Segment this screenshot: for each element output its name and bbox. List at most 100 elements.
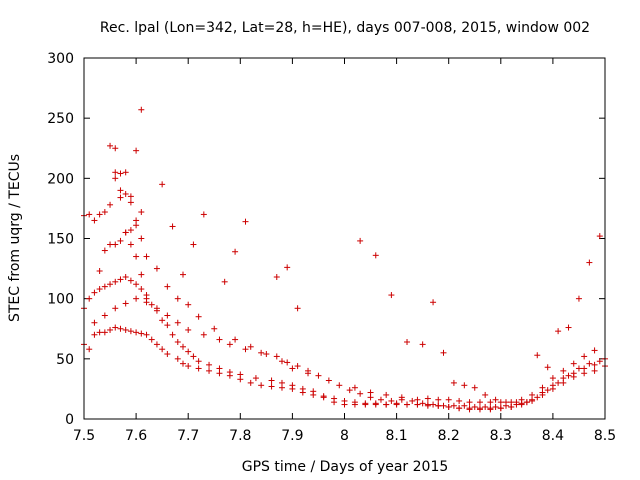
data-point bbox=[581, 353, 588, 360]
data-point bbox=[174, 338, 181, 345]
data-point bbox=[122, 274, 129, 281]
data-point bbox=[471, 403, 478, 410]
data-point bbox=[278, 358, 285, 365]
data-point bbox=[289, 382, 296, 389]
data-point bbox=[518, 396, 525, 403]
data-point bbox=[424, 395, 431, 402]
data-point bbox=[555, 328, 562, 335]
y-tick-label: 0 bbox=[65, 412, 74, 428]
data-point bbox=[435, 396, 442, 403]
data-point bbox=[570, 370, 577, 377]
data-point bbox=[565, 324, 572, 331]
data-point bbox=[185, 363, 192, 370]
data-point bbox=[179, 271, 186, 278]
data-point bbox=[398, 394, 405, 401]
data-point bbox=[586, 259, 593, 266]
data-point bbox=[195, 358, 202, 365]
data-point bbox=[331, 395, 338, 402]
data-point bbox=[143, 295, 150, 302]
data-point bbox=[461, 382, 468, 389]
data-point bbox=[294, 363, 301, 370]
data-point bbox=[466, 405, 473, 412]
data-point bbox=[456, 397, 463, 404]
data-point bbox=[430, 401, 437, 408]
data-point bbox=[164, 312, 171, 319]
data-point bbox=[404, 338, 411, 345]
data-point bbox=[153, 341, 160, 348]
data-point bbox=[159, 317, 166, 324]
data-point bbox=[112, 278, 119, 285]
data-point bbox=[195, 313, 202, 320]
data-point bbox=[138, 209, 145, 216]
data-point bbox=[388, 397, 395, 404]
data-point bbox=[570, 360, 577, 367]
data-point bbox=[544, 387, 551, 394]
data-point bbox=[305, 370, 312, 377]
data-point bbox=[86, 211, 93, 218]
data-point bbox=[153, 265, 160, 272]
data-point bbox=[497, 399, 504, 406]
data-point bbox=[164, 351, 171, 358]
y-tick-label: 100 bbox=[47, 292, 74, 308]
data-point bbox=[101, 209, 108, 216]
data-point bbox=[424, 401, 431, 408]
x-tick-label: 7.9 bbox=[281, 428, 303, 444]
data-point bbox=[591, 361, 598, 368]
data-point bbox=[133, 253, 140, 260]
data-point bbox=[310, 388, 317, 395]
data-point bbox=[206, 367, 213, 374]
x-tick-label: 8.4 bbox=[542, 428, 564, 444]
data-point bbox=[195, 365, 202, 372]
data-point bbox=[164, 322, 171, 329]
data-point bbox=[341, 397, 348, 404]
data-point bbox=[91, 319, 98, 326]
data-point bbox=[96, 329, 103, 336]
y-tick-label: 150 bbox=[47, 232, 74, 248]
data-point bbox=[575, 365, 582, 372]
data-point bbox=[591, 347, 598, 354]
data-point bbox=[549, 382, 556, 389]
data-point bbox=[133, 147, 140, 154]
data-point bbox=[101, 283, 108, 290]
data-point bbox=[153, 305, 160, 312]
data-point bbox=[232, 248, 239, 255]
data-point bbox=[435, 402, 442, 409]
data-point bbox=[383, 401, 390, 408]
data-point bbox=[122, 190, 129, 197]
data-point bbox=[388, 292, 395, 299]
data-point bbox=[133, 222, 140, 229]
data-point bbox=[534, 352, 541, 359]
data-point bbox=[107, 142, 114, 149]
data-point bbox=[237, 371, 244, 378]
data-point bbox=[133, 329, 140, 336]
data-point bbox=[112, 241, 119, 248]
data-point bbox=[482, 391, 489, 398]
data-point bbox=[320, 393, 327, 400]
data-point bbox=[278, 379, 285, 386]
data-point bbox=[258, 382, 265, 389]
data-point bbox=[529, 391, 536, 398]
data-point bbox=[112, 169, 119, 176]
data-point bbox=[325, 377, 332, 384]
data-point bbox=[148, 336, 155, 343]
data-point bbox=[190, 353, 197, 360]
data-point bbox=[127, 241, 134, 248]
data-point bbox=[351, 384, 358, 391]
data-point bbox=[138, 271, 145, 278]
data-point bbox=[107, 201, 114, 208]
data-point bbox=[263, 351, 270, 358]
data-point bbox=[419, 400, 426, 407]
data-point bbox=[117, 194, 124, 201]
data-point bbox=[169, 331, 176, 338]
data-point bbox=[440, 402, 447, 409]
data-point bbox=[200, 211, 207, 218]
data-point bbox=[96, 211, 103, 218]
data-point bbox=[112, 305, 119, 312]
plot-frame bbox=[83, 57, 606, 420]
data-point bbox=[138, 235, 145, 242]
data-point bbox=[232, 336, 239, 343]
data-point bbox=[117, 237, 124, 244]
data-point bbox=[185, 348, 192, 355]
x-tick-label: 8.1 bbox=[385, 428, 407, 444]
